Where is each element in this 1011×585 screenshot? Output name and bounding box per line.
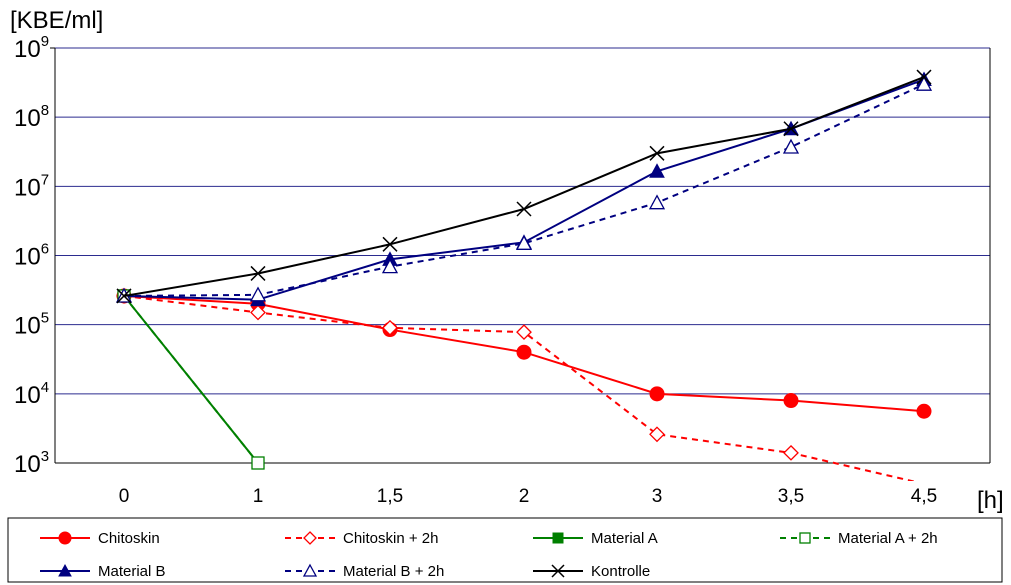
- x-tick-label: 0: [119, 486, 130, 507]
- data-point: [382, 236, 398, 252]
- data-point: [648, 194, 666, 210]
- grid: [55, 47, 990, 395]
- legend-item: Material A + 2h: [780, 530, 938, 547]
- x-tick-label: 3: [652, 486, 663, 507]
- data-point: [58, 531, 72, 545]
- legend-item: Material B: [40, 563, 166, 580]
- legend-label: Kontrolle: [591, 563, 650, 580]
- x-tick-label: 1,5: [377, 486, 403, 507]
- data-point: [915, 75, 933, 91]
- data-point: [303, 531, 317, 545]
- x-axis-label: [h]: [977, 487, 1004, 514]
- legend-item: Material B + 2h: [285, 563, 444, 580]
- legend: Chitoskin Chitoskin + 2h Material A Materia…: [7, 517, 1003, 583]
- series-line: [123, 295, 259, 464]
- data-point: [799, 532, 811, 544]
- y-axis-label: [KBE/ml]: [10, 7, 103, 34]
- x-tick-label: 3,5: [778, 486, 804, 507]
- data-point: [382, 319, 398, 336]
- series-kontrolle: [116, 69, 932, 304]
- data-point: [649, 145, 665, 161]
- data-point: [649, 163, 665, 178]
- data-point: [552, 532, 564, 544]
- legend-item: Kontrolle: [533, 563, 650, 580]
- legend-label: Chitoskin + 2h: [343, 530, 438, 547]
- legend-label: Material B: [98, 563, 166, 580]
- data-point: [116, 288, 132, 304]
- data-point: [58, 563, 72, 577]
- series-group: [115, 69, 933, 481]
- y-tick-label: 106: [14, 241, 49, 271]
- legend-label: Material B + 2h: [343, 563, 444, 580]
- x-tick-label: 1: [253, 486, 264, 507]
- data-point: [916, 403, 932, 419]
- y-tick-label: 103: [14, 448, 49, 478]
- data-point: [249, 286, 267, 302]
- y-tick-label: 105: [14, 310, 49, 340]
- data-point: [649, 426, 665, 443]
- data-point: [916, 69, 932, 85]
- data-point: [783, 444, 799, 461]
- data-point: [783, 121, 799, 137]
- legend-item: Chitoskin: [40, 530, 160, 547]
- legend-box: [7, 517, 1003, 583]
- data-point: [551, 564, 565, 578]
- legend-label: Material A + 2h: [838, 530, 938, 547]
- legend-label: Material A: [591, 530, 658, 547]
- data-point: [250, 304, 266, 321]
- data-point: [302, 563, 318, 577]
- legend-item: Chitoskin + 2h: [285, 530, 438, 547]
- data-point: [516, 344, 532, 360]
- x-tick-label: 4,5: [911, 486, 937, 507]
- data-point: [251, 456, 265, 470]
- data-point: [516, 201, 532, 217]
- data-point: [783, 393, 799, 409]
- data-point: [515, 234, 533, 250]
- legend-item: Material A: [533, 530, 658, 547]
- data-point: [782, 138, 800, 154]
- y-tick-label: 104: [14, 379, 49, 409]
- data-point: [649, 386, 665, 402]
- y-tick-label: 107: [14, 171, 49, 201]
- x-tick-label: 2: [519, 486, 530, 507]
- data-point: [381, 258, 399, 274]
- y-tick-label: 108: [14, 102, 49, 132]
- axes: 103 104 105 106 107 108 109 0 1 1,5 2 3 3,5 4,5: [14, 33, 991, 507]
- data-point: [516, 324, 532, 341]
- data-point: [250, 265, 266, 281]
- y-tick-label: 109: [14, 33, 49, 63]
- legend-label: Chitoskin: [98, 530, 160, 547]
